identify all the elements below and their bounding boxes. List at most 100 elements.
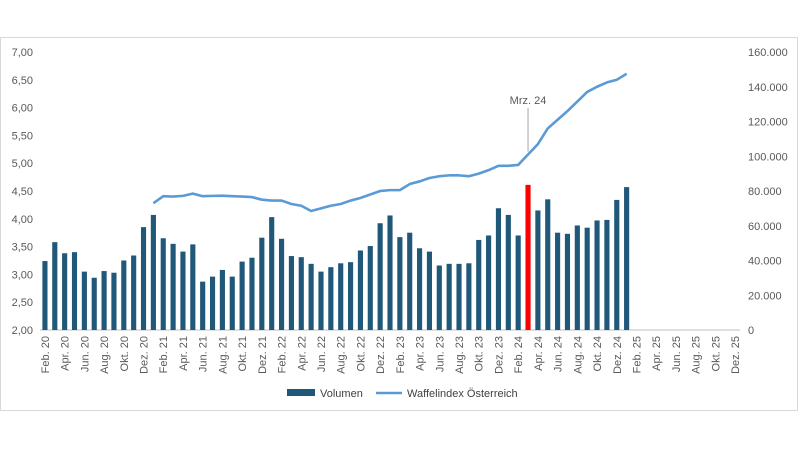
bar bbox=[505, 214, 511, 330]
bar bbox=[555, 232, 561, 330]
bar bbox=[367, 246, 373, 330]
bar bbox=[426, 251, 432, 330]
x-tick-label: Dez. 23 bbox=[493, 336, 505, 374]
left-tick-label: 5,00 bbox=[12, 158, 33, 170]
left-tick-label: 5,50 bbox=[12, 130, 33, 142]
bar bbox=[170, 243, 176, 330]
bar bbox=[160, 238, 166, 330]
x-tick-label: Jun. 21 bbox=[198, 336, 210, 372]
legend-label-waffelindex: Waffelindex Österreich bbox=[407, 388, 518, 400]
x-tick-label: Aug. 20 bbox=[99, 336, 111, 374]
x-tick-label: Okt. 23 bbox=[474, 336, 486, 371]
legend-swatch-volumen bbox=[287, 389, 315, 396]
right-tick-label: 60.000 bbox=[748, 221, 782, 233]
bar bbox=[387, 215, 393, 330]
bar bbox=[81, 271, 87, 330]
x-tick-label: Okt. 22 bbox=[355, 336, 367, 371]
bar bbox=[584, 227, 590, 330]
x-tick-label: Apr. 22 bbox=[296, 336, 308, 371]
bar bbox=[62, 253, 68, 330]
bar bbox=[348, 262, 354, 330]
bar bbox=[604, 219, 610, 330]
x-tick-label: Jun. 25 bbox=[671, 336, 683, 372]
bar bbox=[338, 263, 344, 330]
bar bbox=[209, 276, 216, 330]
right-tick-label: 80.000 bbox=[748, 186, 782, 198]
x-tick-label: Apr. 23 bbox=[415, 336, 427, 371]
right-tick-label: 40.000 bbox=[748, 256, 782, 268]
x-tick-label: Aug. 22 bbox=[336, 336, 348, 374]
bar bbox=[308, 263, 314, 330]
x-tick-label: Apr. 24 bbox=[533, 336, 545, 371]
bar bbox=[200, 281, 206, 330]
index-line-series bbox=[152, 72, 628, 213]
bar bbox=[121, 260, 127, 330]
x-tick-label: Dez. 22 bbox=[375, 336, 387, 374]
bar bbox=[42, 261, 48, 330]
x-tick-label: Feb. 24 bbox=[513, 336, 525, 373]
left-tick-label: 7,00 bbox=[12, 47, 33, 59]
bar bbox=[318, 271, 324, 330]
bar bbox=[436, 265, 442, 330]
right-tick-label: 20.000 bbox=[748, 290, 782, 302]
right-tick-label: 100.000 bbox=[748, 151, 788, 163]
bar bbox=[456, 263, 462, 330]
x-tick-label: Dez. 20 bbox=[139, 336, 151, 374]
bar bbox=[219, 269, 225, 330]
x-tick-label: Dez. 24 bbox=[612, 336, 624, 374]
bar bbox=[278, 238, 285, 330]
bar bbox=[91, 277, 97, 330]
x-tick-label: Dez. 25 bbox=[730, 336, 742, 374]
bar bbox=[71, 252, 78, 330]
bar bbox=[614, 199, 620, 330]
left-tick-label: 4,00 bbox=[12, 214, 33, 226]
bar bbox=[515, 235, 521, 330]
bar bbox=[495, 208, 502, 330]
x-tick-label: Okt. 21 bbox=[237, 336, 249, 371]
x-tick-label: Jun. 23 bbox=[434, 336, 446, 372]
legend: Volumen Waffelindex Österreich bbox=[287, 388, 518, 400]
x-tick-label: Aug. 21 bbox=[217, 336, 229, 374]
left-tick-label: 4,50 bbox=[12, 186, 33, 198]
bar bbox=[249, 257, 255, 330]
bar bbox=[239, 261, 245, 330]
bar bbox=[377, 223, 383, 330]
x-tick-label: Feb. 21 bbox=[158, 336, 170, 373]
bar bbox=[486, 235, 492, 330]
right-tick-label: 120.000 bbox=[748, 117, 788, 129]
x-tick-label: Okt. 24 bbox=[592, 336, 604, 371]
bar bbox=[190, 244, 196, 330]
bar bbox=[298, 257, 304, 330]
bar bbox=[131, 255, 137, 330]
bar bbox=[594, 220, 600, 330]
annotation: Mrz. 24 bbox=[510, 95, 547, 152]
x-tick-label: Aug. 25 bbox=[691, 336, 703, 374]
bar bbox=[574, 225, 580, 330]
bar bbox=[407, 232, 413, 330]
bar bbox=[357, 250, 363, 330]
left-tick-label: 2,50 bbox=[12, 297, 33, 309]
bar bbox=[140, 227, 147, 330]
x-tick-label: Feb. 20 bbox=[40, 336, 52, 373]
bar bbox=[259, 237, 265, 330]
bar bbox=[269, 217, 275, 330]
bar bbox=[288, 256, 294, 330]
waffelindex-line bbox=[152, 72, 628, 213]
x-tick-label: Dez. 21 bbox=[257, 336, 269, 374]
x-tick-label: Okt. 20 bbox=[119, 336, 131, 371]
chart-frame bbox=[0, 37, 798, 411]
bar bbox=[52, 242, 58, 330]
left-axis-ticks: 2,00 2,50 3,00 3,50 4,00 4,50 5,00 5,50 6,00 6,50… bbox=[12, 47, 33, 337]
left-tick-label: 3,00 bbox=[12, 269, 33, 281]
x-tick-label: Apr. 25 bbox=[651, 336, 663, 371]
legend-label-volumen: Volumen bbox=[320, 388, 363, 400]
bar bbox=[545, 199, 551, 330]
right-tick-label: 0 bbox=[748, 325, 754, 337]
bar bbox=[229, 276, 235, 330]
left-tick-label: 6,00 bbox=[12, 103, 33, 115]
x-tick-label: Jun. 22 bbox=[316, 336, 328, 372]
bar bbox=[466, 263, 472, 330]
x-tick-label: Apr. 21 bbox=[178, 336, 190, 371]
bar bbox=[150, 214, 156, 330]
annotation-label: Mrz. 24 bbox=[510, 95, 547, 107]
